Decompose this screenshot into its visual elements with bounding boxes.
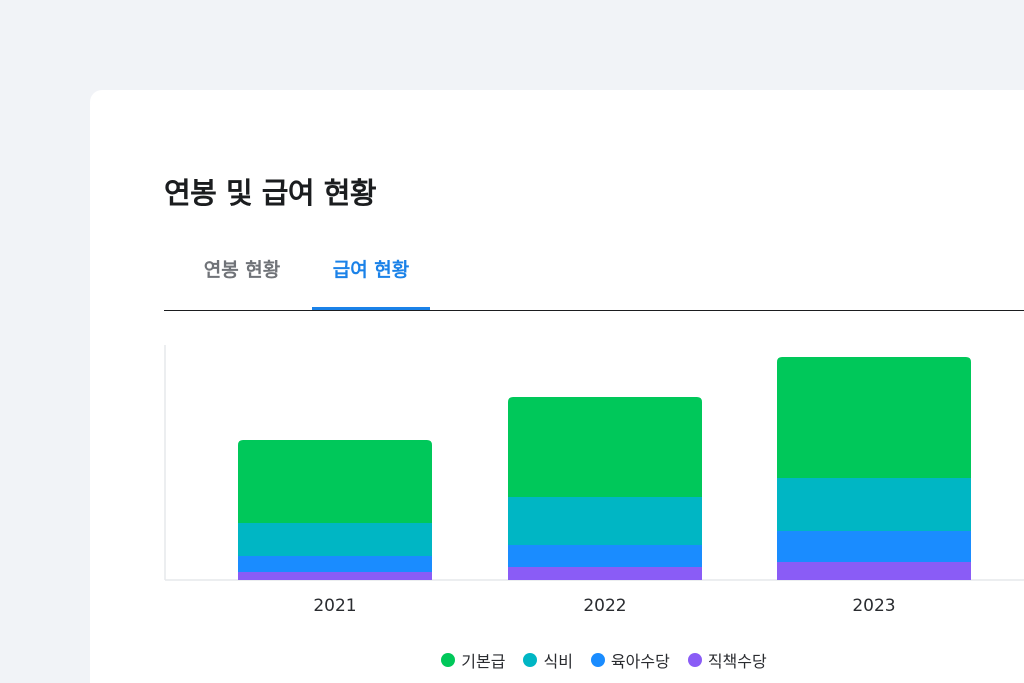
salary-card: 연봉 및 급여 현황 연봉 현황 급여 현황: [90, 90, 1024, 683]
legend-dot-icon: [590, 653, 605, 667]
tab-pay-status[interactable]: 급여 현황: [312, 240, 430, 310]
legend-item[interactable]: 식비: [523, 648, 573, 672]
legend-label: 직책수당: [707, 652, 767, 671]
legend-dot-icon: [687, 653, 702, 667]
legend-dot-icon: [441, 653, 456, 667]
tab-bar: 연봉 현황 급여 현황: [164, 240, 1024, 311]
tab-annual-salary[interactable]: 연봉 현황: [203, 259, 281, 281]
legend-label: 식비: [543, 652, 573, 671]
legend-label: 육아수당: [610, 652, 670, 671]
legend-item[interactable]: 기본급: [441, 648, 505, 672]
legend-label: 기본급: [461, 652, 506, 671]
legend-dot-icon: [523, 653, 538, 667]
legend-item[interactable]: 육아수당: [590, 648, 670, 672]
chart-legend: 기본급 식비 육아수당 직책수당: [0, 646, 1024, 674]
legend-item[interactable]: 직책수당: [687, 648, 767, 672]
page-title: 연봉 및 급여 현황: [164, 176, 377, 210]
